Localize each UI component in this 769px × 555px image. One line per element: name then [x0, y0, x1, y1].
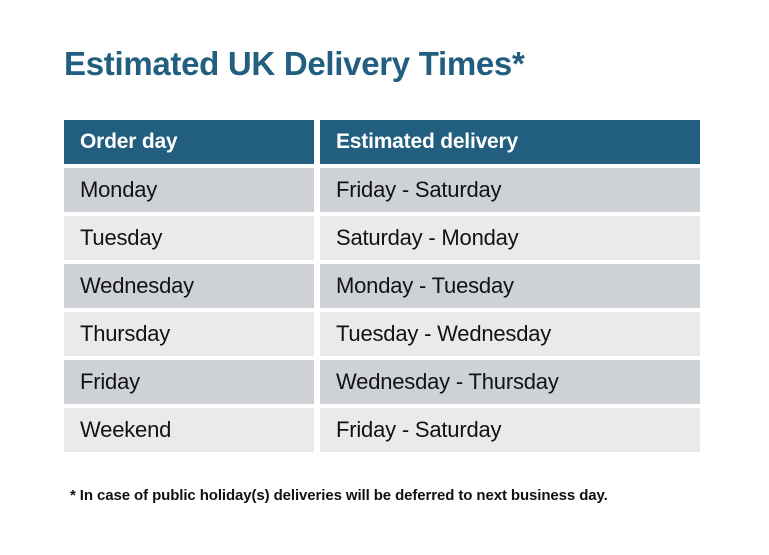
column-header-order-day: Order day	[64, 120, 314, 164]
table-cell-estimated-delivery: Friday - Saturday	[320, 408, 700, 452]
table-cell-order-day: Thursday	[64, 312, 314, 356]
table-cell-order-day: Friday	[64, 360, 314, 404]
table-cell-order-day: Weekend	[64, 408, 314, 452]
table-cell-order-day: Tuesday	[64, 216, 314, 260]
delivery-times-table: Order day Estimated delivery Monday Frida…	[64, 120, 700, 452]
table-cell-estimated-delivery: Monday - Tuesday	[320, 264, 700, 308]
table-cell-estimated-delivery: Tuesday - Wednesday	[320, 312, 700, 356]
table-cell-order-day: Wednesday	[64, 264, 314, 308]
table-cell-estimated-delivery: Saturday - Monday	[320, 216, 700, 260]
table-cell-order-day: Monday	[64, 168, 314, 212]
column-header-estimated-delivery: Estimated delivery	[320, 120, 700, 164]
page-title: Estimated UK Delivery Times*	[64, 45, 525, 82]
footnote: * In case of public holiday(s) deliverie…	[70, 487, 608, 504]
table-cell-estimated-delivery: Friday - Saturday	[320, 168, 700, 212]
table-cell-estimated-delivery: Wednesday - Thursday	[320, 360, 700, 404]
